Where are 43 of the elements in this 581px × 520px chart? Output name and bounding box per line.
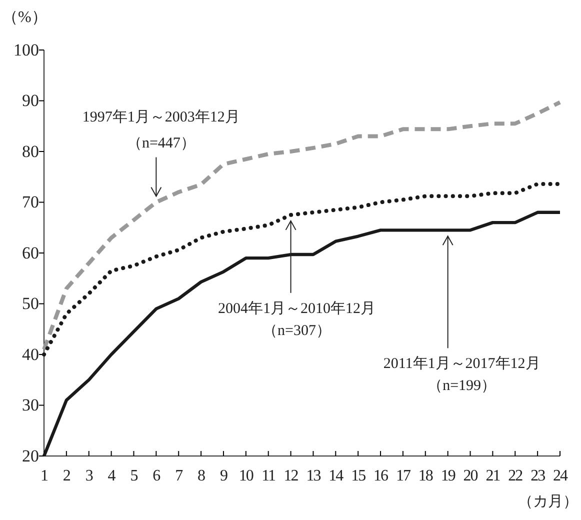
y-tick-label: 80 bbox=[22, 142, 39, 161]
y-tick-label: 50 bbox=[22, 294, 39, 314]
x-tick-label: 21 bbox=[486, 468, 501, 485]
x-tick-label: 14 bbox=[328, 468, 344, 485]
x-tick-label: 18 bbox=[418, 468, 434, 485]
y-tick-label: 70 bbox=[22, 192, 39, 212]
x-tick-label: 24 bbox=[553, 468, 568, 485]
annotation: （n=199） bbox=[428, 378, 496, 394]
x-tick-label: 15 bbox=[351, 468, 366, 485]
y-tick-label: 60 bbox=[22, 243, 39, 262]
x-tick-label: 17 bbox=[396, 468, 411, 485]
x-tick-label: 13 bbox=[306, 468, 322, 485]
annotation: 2011年1月～2017年12月 bbox=[383, 355, 540, 372]
x-tick-label: 11 bbox=[262, 468, 276, 485]
line-series bbox=[42, 182, 562, 356]
x-tick-label: 1 bbox=[40, 468, 48, 485]
annotation: 2004年1月～2010年12月 bbox=[218, 300, 376, 317]
x-tick-label: 23 bbox=[530, 468, 546, 485]
y-tick-label: 100 bbox=[14, 40, 39, 60]
annotation: 1997年1月～2003年12月 bbox=[82, 108, 240, 126]
x-tick-label: 16 bbox=[374, 468, 389, 485]
x-tick-label: 12 bbox=[284, 468, 299, 485]
annotation: （n=307） bbox=[262, 322, 332, 339]
x-tick-label: 6 bbox=[152, 468, 161, 485]
x-tick-label: 22 bbox=[508, 468, 524, 485]
x-tick-label: 20 bbox=[463, 468, 478, 485]
y-axis-title: （%） bbox=[2, 9, 48, 26]
x-tick-label: 19 bbox=[440, 468, 456, 485]
x-tick-label: 8 bbox=[198, 468, 206, 485]
annotation: （n=447） bbox=[126, 135, 196, 152]
x-tick-label: 2 bbox=[62, 468, 71, 485]
x-tick-label: 5 bbox=[130, 468, 138, 485]
y-tick-label: 90 bbox=[22, 91, 39, 110]
y-tick-label: 20 bbox=[22, 446, 39, 466]
x-tick-label: 4 bbox=[108, 468, 116, 485]
y-tick-label: 40 bbox=[22, 344, 39, 364]
x-tick-label: 7 bbox=[175, 468, 184, 485]
x-axis-title: （カ月） bbox=[518, 494, 578, 510]
line-series bbox=[42, 100, 562, 352]
x-tick-label: 3 bbox=[85, 468, 94, 485]
x-tick-label: 10 bbox=[238, 468, 254, 485]
y-tick-label: 30 bbox=[22, 396, 39, 415]
x-tick-label: 9 bbox=[220, 468, 228, 485]
